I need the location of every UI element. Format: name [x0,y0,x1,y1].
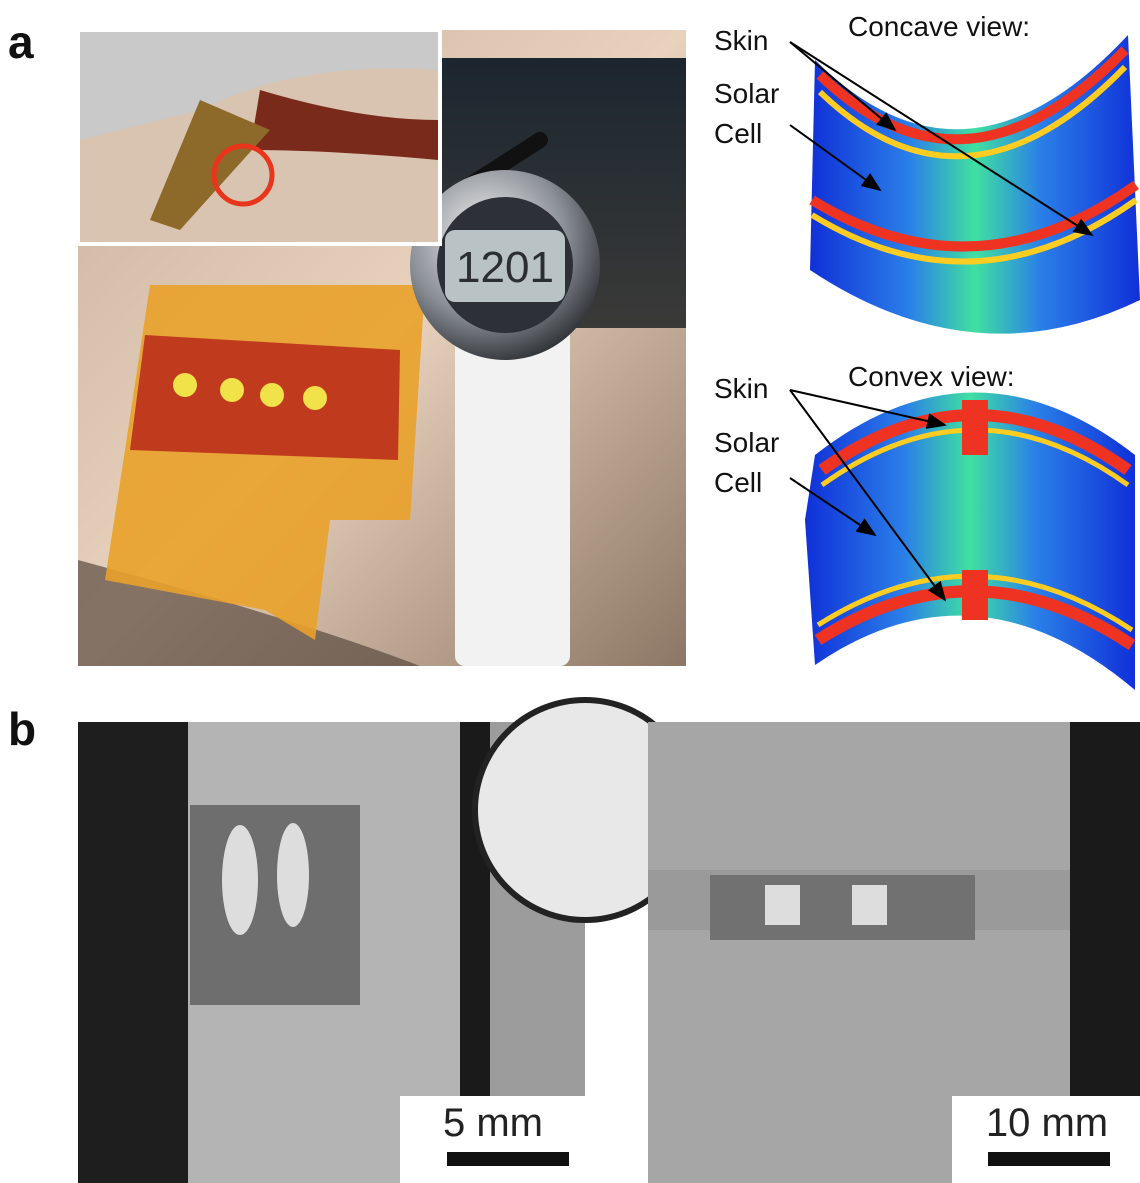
sim-label: Solar [714,427,779,458]
watch-display: 1201 [456,243,554,292]
sim-concave [810,35,1140,334]
figure: a 1201 Concave view: Skin Solar Cell [0,0,1140,1183]
scale-bar-label: 10 mm [986,1101,1108,1145]
sim-label: Skin [714,25,768,56]
scale-bar-label: 5 mm [443,1101,543,1145]
sim-convex [805,393,1135,691]
panel-label: a [8,16,34,68]
photo-left: 5 mm [78,700,695,1183]
sim-label: Cell [714,118,762,149]
panel-label: b [8,703,36,755]
sim-label: Cell [714,467,762,498]
photo-right: 10 mm [648,722,1140,1183]
sim-label: Skin [714,373,768,404]
sim-title: Concave view: [848,11,1030,42]
photo-inset [76,28,442,246]
sim-title: Convex view: [848,361,1015,392]
sim-label: Solar [714,78,779,109]
